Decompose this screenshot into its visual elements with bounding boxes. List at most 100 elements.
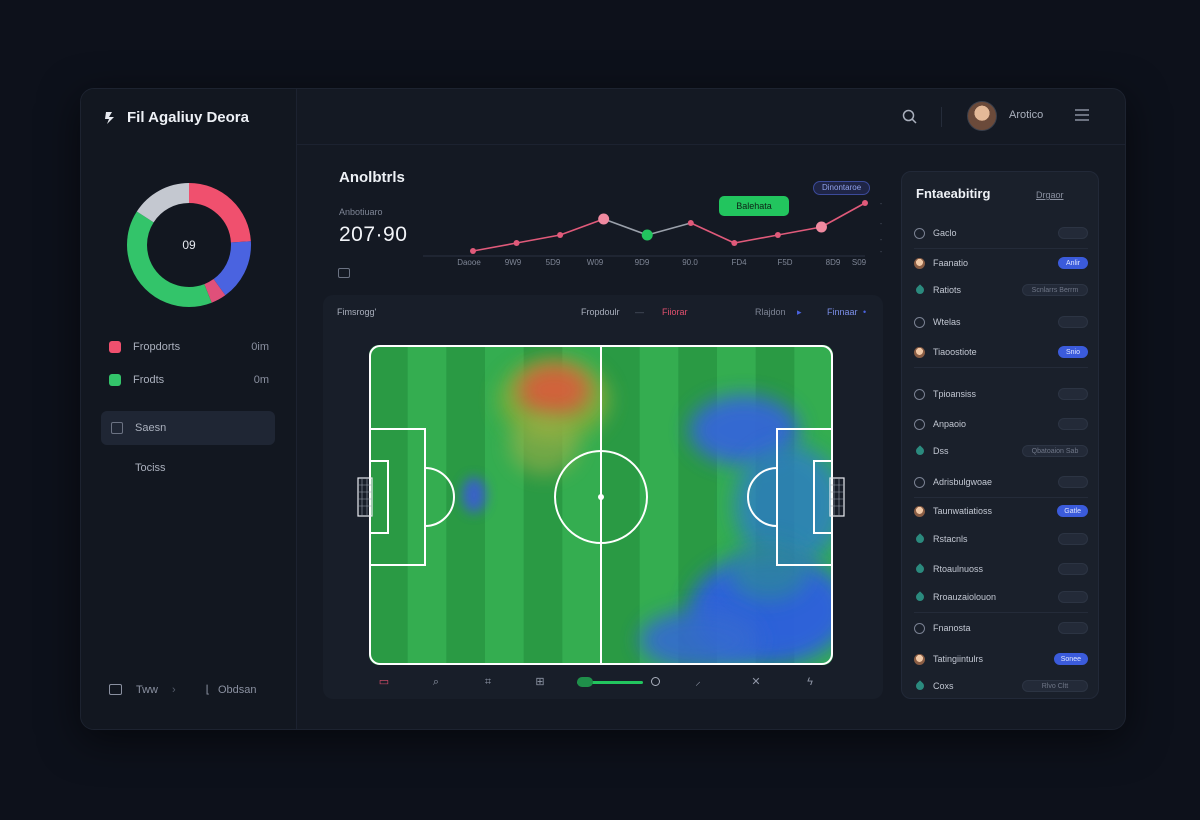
list-item-label: Anpaoio [933,419,967,429]
x-tick-label: F5D [777,258,792,267]
status-badge[interactable] [1058,418,1088,430]
list-item[interactable]: Rtoaulnuoss [914,558,1088,580]
data-point[interactable] [641,229,653,241]
grid-tool-icon[interactable]: ⊞ [535,676,545,688]
footer-box-icon[interactable] [109,684,122,695]
list-item-label: Faanatio [933,258,969,268]
list-item[interactable]: Fnanosta [914,617,1088,639]
slider-end-icon[interactable] [651,677,660,686]
hamburger-menu-icon[interactable] [1075,109,1089,121]
slider-handle[interactable] [577,677,593,687]
legend-label: Frodts [133,374,165,386]
left-goal-icon [357,477,373,517]
shield-icon [914,622,925,634]
list-item[interactable]: Tatingiintulrs Sonee [914,648,1088,670]
list-item[interactable]: Dss Qbatoaion Sab [914,440,1088,462]
app-logo[interactable]: Fil Agaliuy Deora [103,109,249,126]
shield-icon [914,388,925,400]
highlight-tag[interactable]: Balehata [719,196,789,216]
line-segment [734,234,779,244]
metric-value: 207·90 [339,223,408,246]
filter-dash-icon: — [635,307,644,317]
status-badge[interactable] [1058,316,1088,328]
header-divider [941,107,942,127]
filter-b[interactable]: Fiiorar [662,307,688,317]
nav-item-tociss[interactable]: Tociss [101,451,275,485]
flash-tool-icon[interactable]: ϟ [807,676,813,688]
status-badge[interactable] [1058,476,1088,488]
status-badge[interactable]: Anlir [1058,257,1088,269]
line-segment [603,218,648,236]
legend-item-frodts: Frodts 0m [109,374,269,386]
list-item[interactable]: Rstacnls [914,528,1088,550]
status-badge[interactable] [1058,622,1088,634]
right-panel-link[interactable]: Drgaor [1036,190,1064,200]
x-tick-label: 5D9 [546,258,561,267]
avatar [914,505,925,517]
list-item[interactable]: Wtelas [914,311,1088,333]
avatar [914,653,925,665]
footer-right-label[interactable]: Obdsan [217,683,257,696]
pen-tool-icon[interactable]: ⸝ [695,676,701,688]
zoom-tool-icon[interactable]: ⌕ [432,676,440,688]
data-point[interactable] [815,221,827,233]
crop-tool-icon[interactable]: ⌗ [484,676,492,688]
nav-item-saesn[interactable]: Saesn [101,411,275,445]
data-point[interactable] [687,220,694,226]
status-badge[interactable] [1058,591,1088,603]
footer-caret-icon: › [172,683,176,696]
legend-item-fropdorts: Fropdorts 0im [109,341,269,353]
avatar[interactable] [967,101,997,131]
data-point[interactable] [598,213,610,225]
timeline-slider[interactable] [577,681,643,684]
status-badge[interactable] [1058,563,1088,575]
list-item-label: Fnanosta [933,623,971,633]
data-point[interactable] [470,248,476,254]
data-point[interactable] [557,232,564,238]
line-chart: Daooe 9W9 5D9 W09 9D9 90.0 FD4 F5D 8D9 S09 - - - - [423,200,883,267]
status-badge[interactable]: Rlvo Cltt [1022,680,1088,692]
data-point[interactable] [731,240,738,246]
list-item[interactable]: Faanatio Anlir [914,252,1088,274]
status-badge[interactable]: Scnlarrs Berrm [1022,284,1088,296]
list-item[interactable]: Adrisbulgwoae [914,471,1088,493]
status-badge[interactable]: Qbatoaion Sab [1022,445,1088,457]
user-name[interactable]: Arotico [1009,109,1044,121]
y-tick-mark: - [880,221,883,228]
footer-left-label[interactable]: Tww [136,683,158,696]
status-badge[interactable]: Gatle [1057,505,1088,517]
data-point[interactable] [774,232,781,238]
status-badge[interactable]: Snio [1058,346,1088,358]
status-badge[interactable] [1058,227,1088,239]
x-tick-label: 9W9 [505,258,522,267]
list-item[interactable]: Tiaoostiote Snio [914,341,1088,363]
list-item[interactable]: Gaclo [914,222,1088,244]
search-icon[interactable] [901,108,919,126]
status-badge[interactable] [1058,388,1088,400]
list-item-label: Tiaoostiote [933,347,977,357]
pitch-card-title: Fimsrogg' [337,307,377,317]
chart-badge[interactable]: Dinontaroe [813,181,871,195]
list-divider [914,367,1088,368]
filter-c[interactable]: Rlajdon [755,307,786,317]
data-point[interactable] [513,240,520,246]
chart-calendar-icon[interactable] [338,268,350,278]
data-point[interactable] [862,200,868,206]
legend-value: 0m [253,374,269,386]
filter-a[interactable]: Fropdoulr [581,307,620,317]
filter-dot-icon: • [863,307,867,317]
status-badge[interactable] [1058,533,1088,545]
x-tick-label: 90.0 [682,258,698,267]
x-tick-label: W09 [587,258,604,267]
list-item[interactable]: Anpaoio [914,413,1088,435]
list-item[interactable]: Tpioansiss [914,383,1088,405]
status-badge[interactable]: Sonee [1053,653,1088,665]
list-item[interactable]: Ratiots Scnlarrs Berrm [914,279,1088,301]
close-tool-icon[interactable]: ✕ [751,676,761,688]
list-item[interactable]: Rroauzaiolouon [914,586,1088,608]
list-item-label: Wtelas [933,317,961,327]
list-item[interactable]: Coxs Rlvo Cltt [914,675,1088,697]
screen-tool-icon[interactable]: ▭ [378,676,390,688]
filter-d[interactable]: Finnaar [827,307,858,317]
list-item[interactable]: Taunwatiatioss Gatle [914,500,1088,522]
